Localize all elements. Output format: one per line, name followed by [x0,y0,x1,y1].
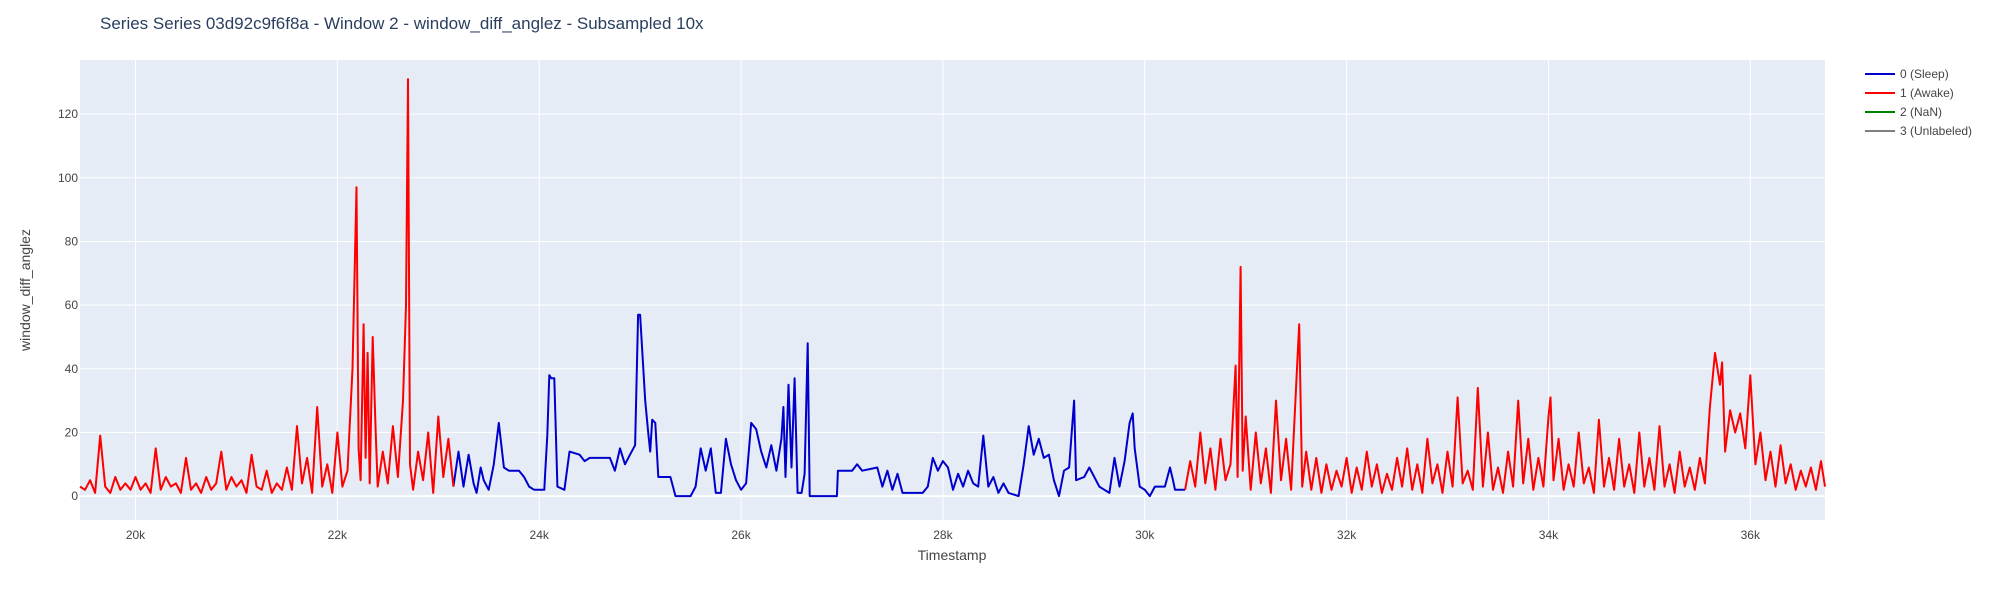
legend-item[interactable]: 1 (Awake) [1865,86,1954,100]
series-line-1 [79,78,455,494]
x-tick-labels: 20k 22k 24k 26k 28k 30k 32k 34k 36k [126,528,1761,542]
y-tick-label: 0 [71,489,78,503]
y-tick-label: 100 [58,171,78,185]
legend-label: 3 (Unlabeled) [1900,124,1972,138]
legend-item[interactable]: 2 (NaN) [1865,105,1942,119]
y-tick-labels: 0 20 40 60 80 100 120 [58,107,78,503]
y-tick-label: 60 [65,298,79,312]
series-layer [79,78,1826,498]
x-axis-title: Timestamp [918,547,987,563]
x-tick-label: 34k [1539,528,1559,542]
legend-label: 2 (NaN) [1900,105,1942,119]
series-line-1 [1184,265,1826,494]
legend-label: 1 (Awake) [1900,86,1954,100]
x-tick-label: 26k [731,528,751,542]
x-tick-label: 30k [1135,528,1155,542]
legend-item[interactable]: 0 (Sleep) [1865,67,1949,81]
y-tick-label: 120 [58,107,78,121]
y-tick-label: 80 [65,234,79,248]
legend-label: 0 (Sleep) [1900,67,1949,81]
y-tick-label: 40 [65,362,79,376]
x-tick-label: 36k [1741,528,1761,542]
x-tick-label: 20k [126,528,146,542]
x-tick-label: 32k [1337,528,1357,542]
x-tick-label: 24k [530,528,550,542]
x-tick-label: 22k [328,528,348,542]
legend-item[interactable]: 3 (Unlabeled) [1865,124,1972,138]
chart-title: Series Series 03d92c9f6f8a - Window 2 - … [100,14,704,33]
plot-background [80,60,1825,520]
y-axis-title: window_diff_anglez [17,229,33,352]
series-line-0 [452,313,1186,498]
legend: 0 (Sleep) 1 (Awake) 2 (NaN) 3 (Unlabeled) [1865,67,1972,138]
y-tick-label: 20 [65,425,79,439]
x-tick-label: 28k [933,528,953,542]
